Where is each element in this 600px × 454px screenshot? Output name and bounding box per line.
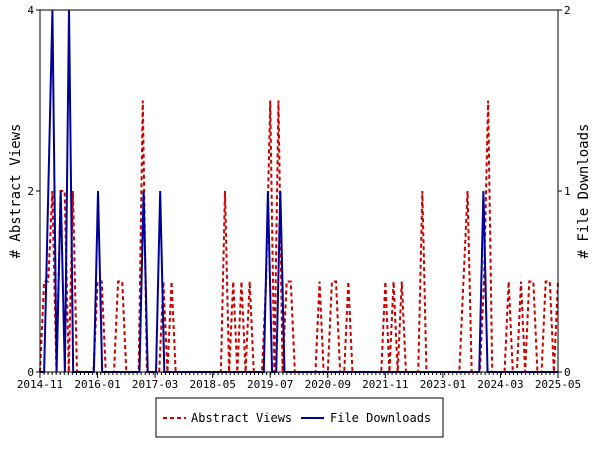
x-tick-label: 2019-07 bbox=[247, 378, 293, 391]
right-y-tick-label: 0 bbox=[564, 366, 571, 379]
series-line-file-downloads bbox=[40, 9, 558, 373]
x-tick-label: 2024-03 bbox=[477, 378, 523, 391]
legend-box bbox=[155, 397, 444, 438]
left-axis-title: # Abstract Views bbox=[8, 124, 24, 259]
x-tick-label: 2018-05 bbox=[189, 378, 235, 391]
legend-label-abstract-views: Abstract Views bbox=[191, 411, 292, 425]
marks-layer bbox=[39, 9, 559, 373]
x-tick-label: 2020-09 bbox=[305, 378, 351, 391]
legend: Abstract Views File Downloads bbox=[155, 397, 444, 438]
x-tick-label: 2025-05 bbox=[535, 378, 581, 391]
legend-label-file-downloads: File Downloads bbox=[330, 411, 431, 425]
x-tick-label: 2014-11 bbox=[17, 378, 63, 391]
x-tick-label: 2016-01 bbox=[74, 378, 120, 391]
right-axis-title: # File Downloads bbox=[576, 124, 592, 259]
right-y-tick-label: 1 bbox=[564, 185, 571, 198]
left-y-tick-label: 4 bbox=[27, 4, 34, 17]
left-y-tick-label: 0 bbox=[27, 366, 34, 379]
x-tick-label: 2017-03 bbox=[132, 378, 178, 391]
x-tick-label: 2023-01 bbox=[420, 378, 466, 391]
left-y-tick-label: 2 bbox=[27, 185, 34, 198]
axes-layer: 0 2 4 0 1 2 2014-11 2016-01 2017-03 2018-05 2019-0… bbox=[17, 4, 581, 391]
x-tick-label: 2021-11 bbox=[362, 378, 408, 391]
right-y-tick-label: 2 bbox=[564, 4, 571, 17]
